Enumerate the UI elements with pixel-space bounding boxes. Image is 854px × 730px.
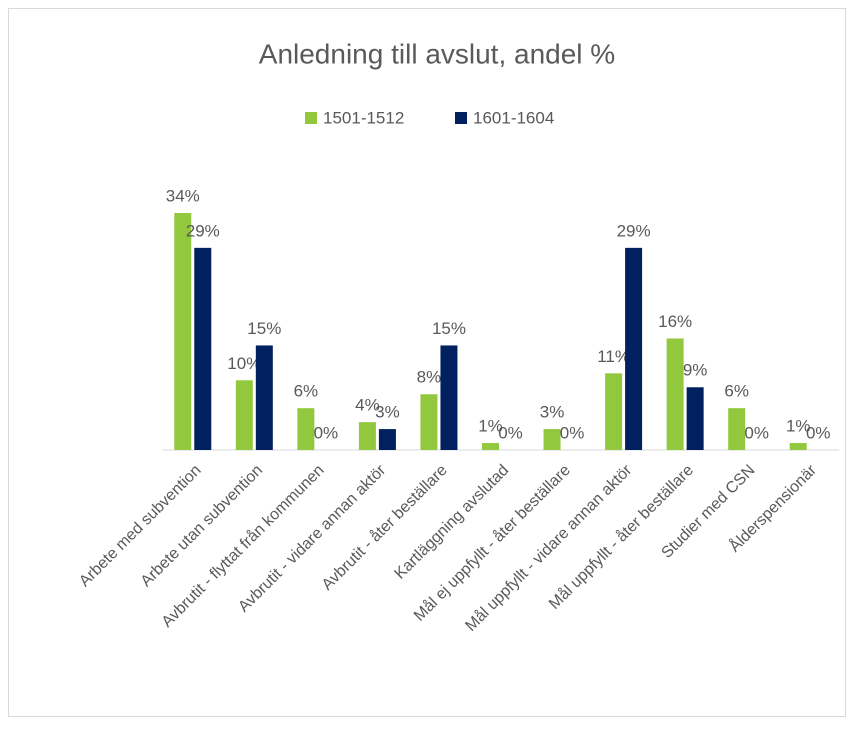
bar	[482, 443, 499, 450]
bar	[543, 429, 561, 450]
legend-swatch	[305, 112, 317, 124]
data-label: 0%	[744, 423, 769, 442]
data-label: 1%	[786, 417, 811, 436]
bar	[378, 429, 396, 450]
data-label: 16%	[658, 312, 692, 331]
bar	[297, 408, 315, 450]
legend-label: 1501-1512	[323, 108, 404, 127]
bar	[358, 422, 376, 450]
bar	[728, 408, 746, 450]
bar	[235, 380, 253, 450]
data-label: 34%	[166, 186, 200, 205]
bar	[666, 338, 684, 450]
bar	[789, 443, 807, 450]
bar	[686, 387, 704, 450]
data-label: 6%	[724, 382, 749, 401]
data-label: 11%	[597, 347, 630, 366]
data-label: 8%	[417, 368, 442, 387]
data-label: 0%	[314, 423, 339, 442]
data-label: 1%	[478, 417, 503, 436]
legend-label: 1601-1604	[473, 108, 554, 127]
chart-border	[8, 8, 846, 717]
data-label: 9%	[683, 361, 708, 380]
data-label: 4%	[355, 396, 380, 415]
data-label: 15%	[247, 319, 281, 338]
data-label: 0%	[560, 423, 585, 442]
bar	[605, 373, 623, 450]
data-label: 6%	[294, 382, 319, 401]
bar	[440, 345, 458, 450]
bar	[194, 247, 212, 450]
data-label: 15%	[432, 319, 466, 338]
data-label: 0%	[498, 423, 523, 442]
data-label: 29%	[617, 221, 651, 240]
bar	[174, 213, 192, 450]
data-label: 29%	[186, 221, 220, 240]
data-label: 10%	[227, 354, 261, 373]
data-label: 0%	[806, 423, 831, 442]
chart-title: Anledning till avslut, andel %	[259, 38, 615, 69]
data-label: 3%	[375, 403, 400, 422]
bar	[625, 247, 643, 450]
bar	[420, 394, 438, 450]
data-label: 3%	[540, 403, 565, 422]
legend-swatch	[455, 112, 467, 124]
bar	[255, 345, 273, 450]
